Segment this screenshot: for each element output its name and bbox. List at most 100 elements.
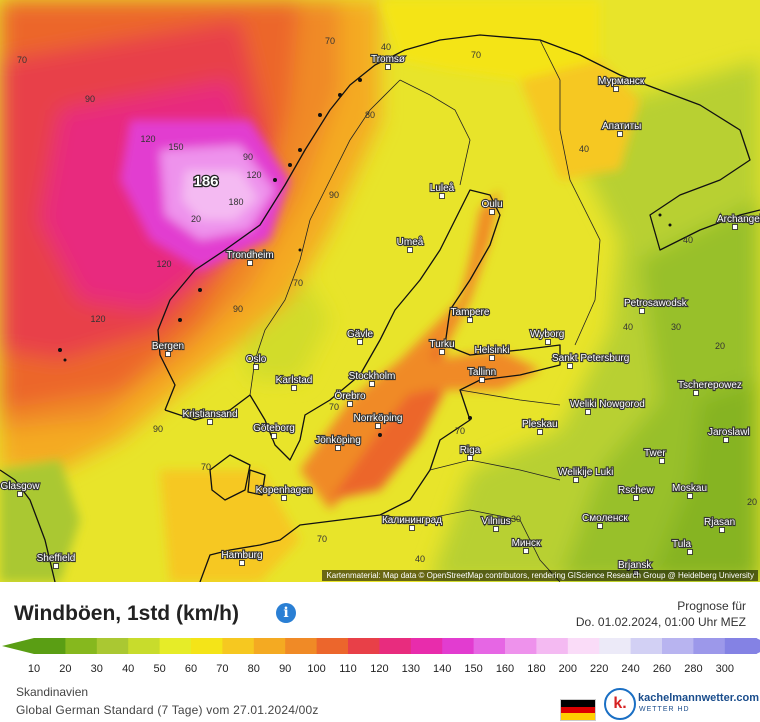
city-label: Tromsø [371,54,405,65]
city-luleå: Luleå [429,181,456,199]
colorbar-swatch [316,638,349,654]
colorbar-tick-label: 30 [91,663,103,675]
wind-value-label: 150 [168,142,183,152]
colorbar-tick-label: 160 [496,663,514,675]
forecast-time: Do. 01.02.2024, 01:00 Uhr MEZ [575,615,746,629]
city-label: Tscherepowez [678,380,742,391]
city-marker [239,560,245,566]
city-смоленск: Смоленск [581,512,629,529]
city-label: Sankt Petersburg [552,353,629,364]
wind-gust-map-canvas: 186 180 150 120 120 120 90 90 90 90 80 70 70 70 70 70 70… [0,0,760,582]
country-borders [249,39,601,582]
city-rschew: Rschew [617,484,655,501]
city-label: Vilnius [481,516,510,527]
wind-value-label: 70 [329,402,339,412]
city-marker [597,523,603,529]
kachelmann-logo-icon[interactable]: k. [604,688,636,720]
german-flag-icon[interactable] [560,699,596,721]
city-label: Moskau [672,483,707,494]
coastline [0,34,760,582]
city-label: Апатиты [602,121,641,132]
city-bergen: Bergen [151,340,185,357]
city-marker [613,86,619,92]
wind-value-label: 70 [17,55,27,65]
brand-name[interactable]: kachelmannwetter.com [638,692,760,704]
city-jönköping: Jönköping [314,434,362,451]
city-marker [375,423,381,429]
city-label: Jönköping [315,435,361,446]
city-marker [165,351,171,357]
city-gävle: Gävle [346,328,375,345]
colorbar-swatch [630,638,663,654]
wind-value-label: 70 [455,426,465,436]
city-twer: Twer [643,447,667,464]
wind-value-label: 70 [317,534,327,544]
city-label: Sheffield [37,553,76,564]
wind-value-label: 20 [191,214,201,224]
city-label: Tula [672,539,692,550]
city-marker [617,131,623,137]
city-marker [693,390,699,396]
city-marker [409,525,415,531]
city-мурманск: Мурманск [597,75,646,92]
city-label: Rschew [618,485,654,496]
city-tallinn: Tallinn [467,366,497,383]
city-label: Pleskau [522,419,558,430]
city-markers: Tromsø Мурманск Апатиты Luleå Oulu Archangels… [0,53,760,576]
wind-value-label: 90 [243,152,253,162]
model-info: Global German Standard (7 Tage) vom 27.0… [16,703,319,717]
city-marker [17,491,23,497]
colorbar-swatch [410,638,443,654]
colorbar-swatch [128,638,161,654]
colorbar-tick-label: 80 [248,663,260,675]
city-label: Калининград [382,515,442,526]
city-label: Мурманск [598,76,645,87]
wind-value-label: 120 [156,259,171,269]
colorbar-swatch [567,638,600,654]
city-wyborg: Wyborg [529,328,565,345]
city-marker [523,548,529,554]
colorbar-swatch [693,638,726,654]
colorbar-swatch [379,638,412,654]
city-label: Riga [460,445,481,456]
city-marker [567,363,573,369]
wind-value-label: 120 [246,170,261,180]
city-oslo: Oslo [245,353,268,370]
colorbar-swatch [285,638,318,654]
city-tromsø: Tromsø [370,53,406,70]
colorbar-swatch [34,638,66,654]
city-label: Brjansk [618,560,652,571]
colorbar-swatch [65,638,98,654]
brand-subtitle: WETTER HD [639,706,690,713]
wind-value-label: 70 [471,50,481,60]
weather-map[interactable]: 186 180 150 120 120 120 90 90 90 90 80 70 70 70 70 70 70… [0,0,760,582]
city-umeå: Umeå [396,235,425,253]
city-marker [633,495,639,501]
city-label: Tallinn [468,367,496,378]
wind-value-label: 40 [381,42,391,52]
colorbar-swatch [191,638,223,654]
colorbar-swatch [348,638,380,654]
wind-value-label: 30 [511,514,521,524]
city-marker [479,377,485,383]
city-marker [335,445,341,451]
city-marker [493,526,499,532]
city-marker [271,433,277,439]
city-marker [439,349,445,355]
wind-value-label: 20 [715,341,725,351]
city-label: Göteborg [253,423,295,434]
wind-value-label: 70 [201,462,211,472]
coastal-islands [58,78,672,437]
wind-value-label: 40 [415,554,425,564]
city-label: Минск [512,538,541,549]
city-marker [385,64,391,70]
map-attribution[interactable]: Kartenmaterial: Map data © OpenStreetMap… [322,570,758,581]
city-label: Смоленск [582,513,628,524]
city-marker [545,339,551,345]
city-trondheim: Trondheim [225,249,275,266]
city-marker [467,317,473,323]
info-icon[interactable]: i [276,603,296,623]
city-label: Stockholm [349,371,396,382]
city-sankt-petersburg: Sankt Petersburg [551,352,630,369]
city-marker [719,527,725,533]
